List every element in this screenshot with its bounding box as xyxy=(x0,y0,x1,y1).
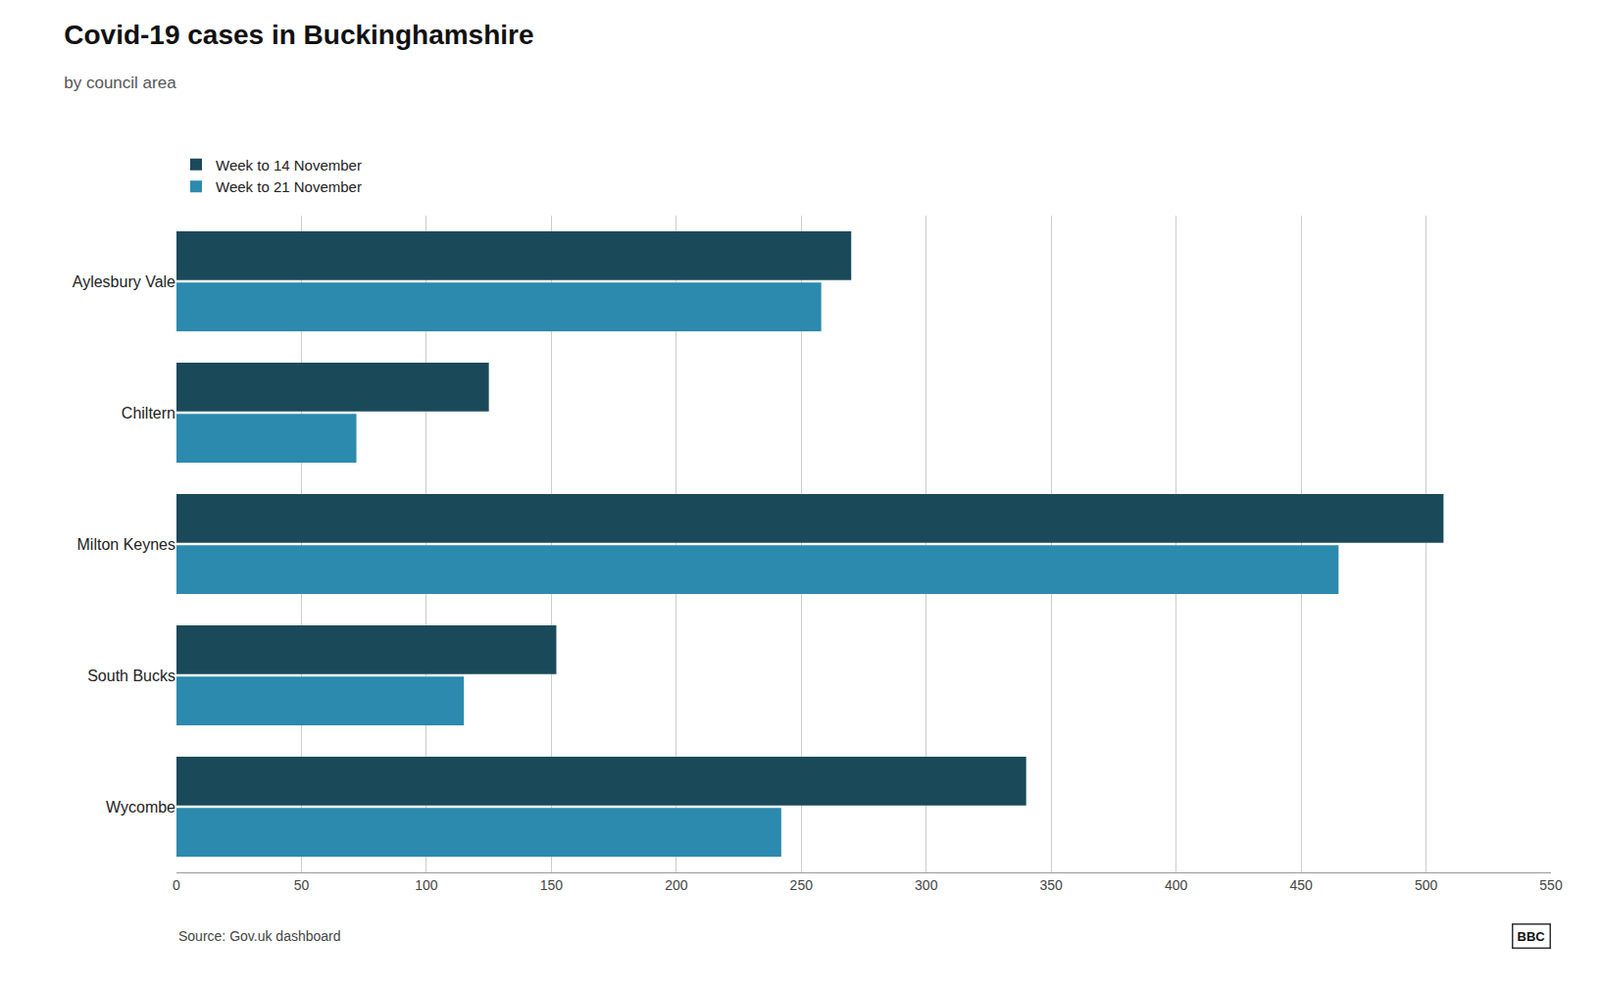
svg-text:550: 550 xyxy=(1539,877,1563,894)
svg-text:50: 50 xyxy=(294,877,310,894)
svg-text:350: 350 xyxy=(1040,877,1064,894)
svg-text:Week to 21 November: Week to 21 November xyxy=(215,178,362,196)
svg-text:150: 150 xyxy=(540,877,564,894)
svg-text:200: 200 xyxy=(664,877,689,894)
svg-text:by council area: by council area xyxy=(63,73,177,93)
svg-text:Chiltern: Chiltern xyxy=(121,404,176,422)
svg-text:BBC: BBC xyxy=(1517,929,1547,945)
svg-text:300: 300 xyxy=(914,877,939,894)
svg-text:100: 100 xyxy=(414,877,439,894)
svg-text:Source: Gov.uk dashboard: Source: Gov.uk dashboard xyxy=(178,928,342,945)
svg-text:South Bucks: South Bucks xyxy=(87,667,176,685)
svg-text:250: 250 xyxy=(790,877,814,894)
svg-text:Week to 14 November: Week to 14 November xyxy=(215,156,362,174)
svg-text:400: 400 xyxy=(1164,877,1189,894)
svg-text:450: 450 xyxy=(1289,877,1313,894)
svg-text:0: 0 xyxy=(172,877,181,894)
svg-text:500: 500 xyxy=(1414,877,1439,894)
svg-text:Wycombe: Wycombe xyxy=(105,799,176,816)
svg-text:Aylesbury Vale: Aylesbury Vale xyxy=(72,273,176,291)
svg-text:Covid-19 cases in Buckinghamsh: Covid-19 cases in Buckinghamshire xyxy=(63,19,534,50)
svg-text:Milton Keynes: Milton Keynes xyxy=(77,536,177,553)
